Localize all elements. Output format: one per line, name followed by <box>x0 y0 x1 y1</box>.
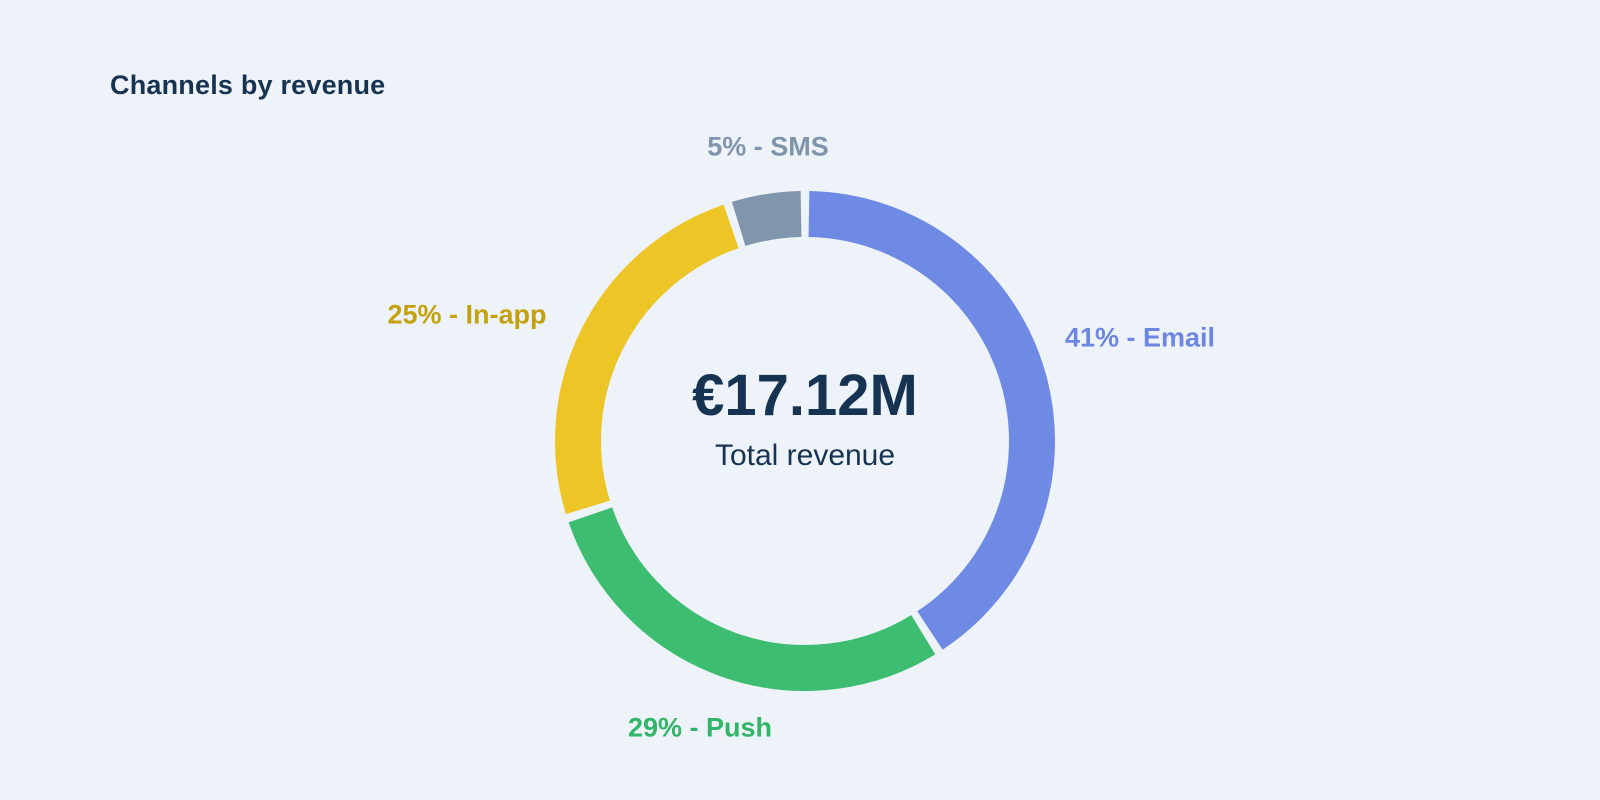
total-revenue-value: €17.12M <box>692 363 918 428</box>
chart-title: Channels by revenue <box>110 70 386 100</box>
slice-label-email: 41% - Email <box>1064 322 1216 353</box>
donut-slice-push[interactable] <box>568 507 936 691</box>
donut-slice-email[interactable] <box>808 191 1055 650</box>
slice-label-inapp: 25% - In-app <box>387 299 547 330</box>
donut-center-text: €17.12M Total revenue <box>692 367 918 473</box>
slice-label-sms: 5% - SMS <box>707 131 829 162</box>
slice-label-push: 29% - Push <box>627 712 773 743</box>
donut-slice-in-app[interactable] <box>555 204 739 515</box>
donut-slice-sms[interactable] <box>731 191 802 247</box>
total-revenue-caption: Total revenue <box>714 439 896 472</box>
